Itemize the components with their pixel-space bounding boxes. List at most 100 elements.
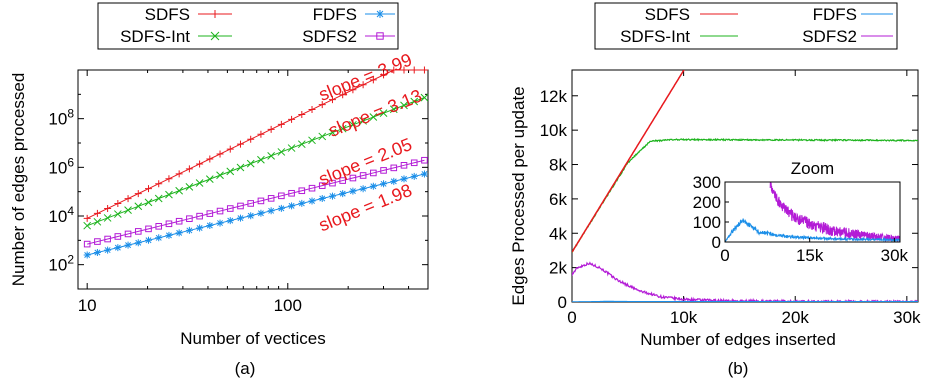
data-point: [236, 140, 244, 148]
data-point: [287, 144, 296, 152]
data-point: [329, 179, 336, 187]
series-line: [572, 70, 685, 253]
series-line: [725, 218, 900, 242]
series-line: [87, 97, 425, 227]
data-point: [93, 217, 102, 226]
legend-label: SDFS: [645, 5, 690, 24]
data-point: [155, 180, 163, 188]
data-point: [349, 187, 357, 195]
caption: (b): [728, 359, 749, 378]
data-point: [134, 202, 143, 211]
data-point: [288, 202, 296, 210]
data-point: [196, 160, 204, 168]
data-point: [410, 159, 418, 167]
data-point: [175, 186, 184, 195]
data-point: [380, 180, 388, 188]
data-point: [124, 195, 132, 203]
data-point: [339, 190, 347, 198]
legend-marker: [211, 10, 219, 18]
data-point: [400, 66, 408, 74]
data-point: [205, 175, 214, 183]
y-tick-label: 102: [48, 253, 74, 275]
data-point: [83, 214, 91, 222]
data-point: [318, 101, 326, 109]
data-point: [83, 221, 92, 230]
legend-label: FDFS: [813, 5, 857, 24]
data-point: [165, 175, 173, 183]
data-point: [349, 86, 357, 94]
data-point: [226, 217, 234, 225]
series-FDFS: [572, 300, 918, 302]
inset-frame: [724, 181, 901, 243]
data-point: [421, 156, 428, 164]
data-point: [93, 249, 101, 257]
data-point: [298, 187, 306, 195]
inset-background: [679, 152, 912, 270]
data-point: [226, 205, 234, 212]
data-point: [237, 202, 244, 210]
data-point: [196, 212, 203, 220]
data-point: [145, 185, 152, 193]
y-tick-label: 10k: [540, 121, 568, 140]
inset-y-tick-label: 200: [693, 193, 721, 212]
data-point: [288, 189, 295, 197]
data-point: [175, 229, 183, 237]
data-point: [297, 140, 306, 149]
y-tick-label: 2k: [549, 259, 567, 278]
data-point: [114, 233, 122, 240]
data-point: [410, 172, 418, 180]
series-line: [87, 173, 425, 256]
data-point: [206, 210, 214, 217]
data-point: [257, 197, 265, 205]
data-point: [369, 113, 378, 121]
data-point: [185, 183, 194, 191]
data-point: [124, 206, 132, 215]
data-point: [349, 174, 357, 182]
series-SDFS2: [83, 156, 428, 248]
data-point: [175, 170, 183, 178]
data-point: [257, 130, 265, 138]
data-point: [185, 226, 193, 234]
data-point: [390, 177, 398, 185]
data-point: [196, 224, 204, 232]
y-tick-label: 106: [48, 155, 74, 177]
x-tick-label: 10k: [670, 308, 698, 327]
data-point: [104, 204, 112, 212]
data-point: [380, 167, 387, 174]
y-tick-label: 4k: [549, 224, 567, 243]
data-point: [165, 190, 173, 199]
series-line: [87, 159, 425, 245]
data-point: [104, 246, 112, 254]
data-point: [288, 115, 296, 123]
data-point: [155, 223, 163, 230]
legend-label: SDFS: [145, 5, 190, 24]
data-point: [298, 110, 306, 118]
data-point: [369, 182, 377, 190]
y-tick-label: 108: [48, 107, 74, 129]
data-point: [359, 81, 367, 89]
data-point: [145, 236, 152, 244]
legend-marker: [210, 31, 220, 41]
data-point: [104, 235, 111, 243]
data-point: [93, 209, 101, 217]
data-point: [318, 132, 327, 141]
data-point: [420, 93, 429, 102]
data-point: [134, 190, 142, 198]
data-point: [400, 101, 408, 110]
data-point: [155, 234, 163, 242]
inset-x-tick-label: 0: [720, 246, 729, 265]
data-point: [349, 120, 357, 129]
data-point: [165, 231, 173, 239]
legend-label: FDFS: [313, 5, 357, 24]
series-SDFS-Int: [572, 137, 918, 253]
legend-a: SDFS FDFS SDFS-Int SDFS2: [97, 2, 399, 50]
data-point: [175, 217, 183, 225]
data-point: [278, 192, 285, 200]
data-point: [226, 145, 234, 153]
series-line: [572, 300, 918, 302]
chart-b: SDFS FDFS SDFS-Int SDFS2 0 10k 20k 30k 0 2k 4k 6k 8k…: [509, 2, 921, 378]
y-tick-label: 12k: [540, 87, 568, 106]
data-point: [246, 159, 255, 168]
